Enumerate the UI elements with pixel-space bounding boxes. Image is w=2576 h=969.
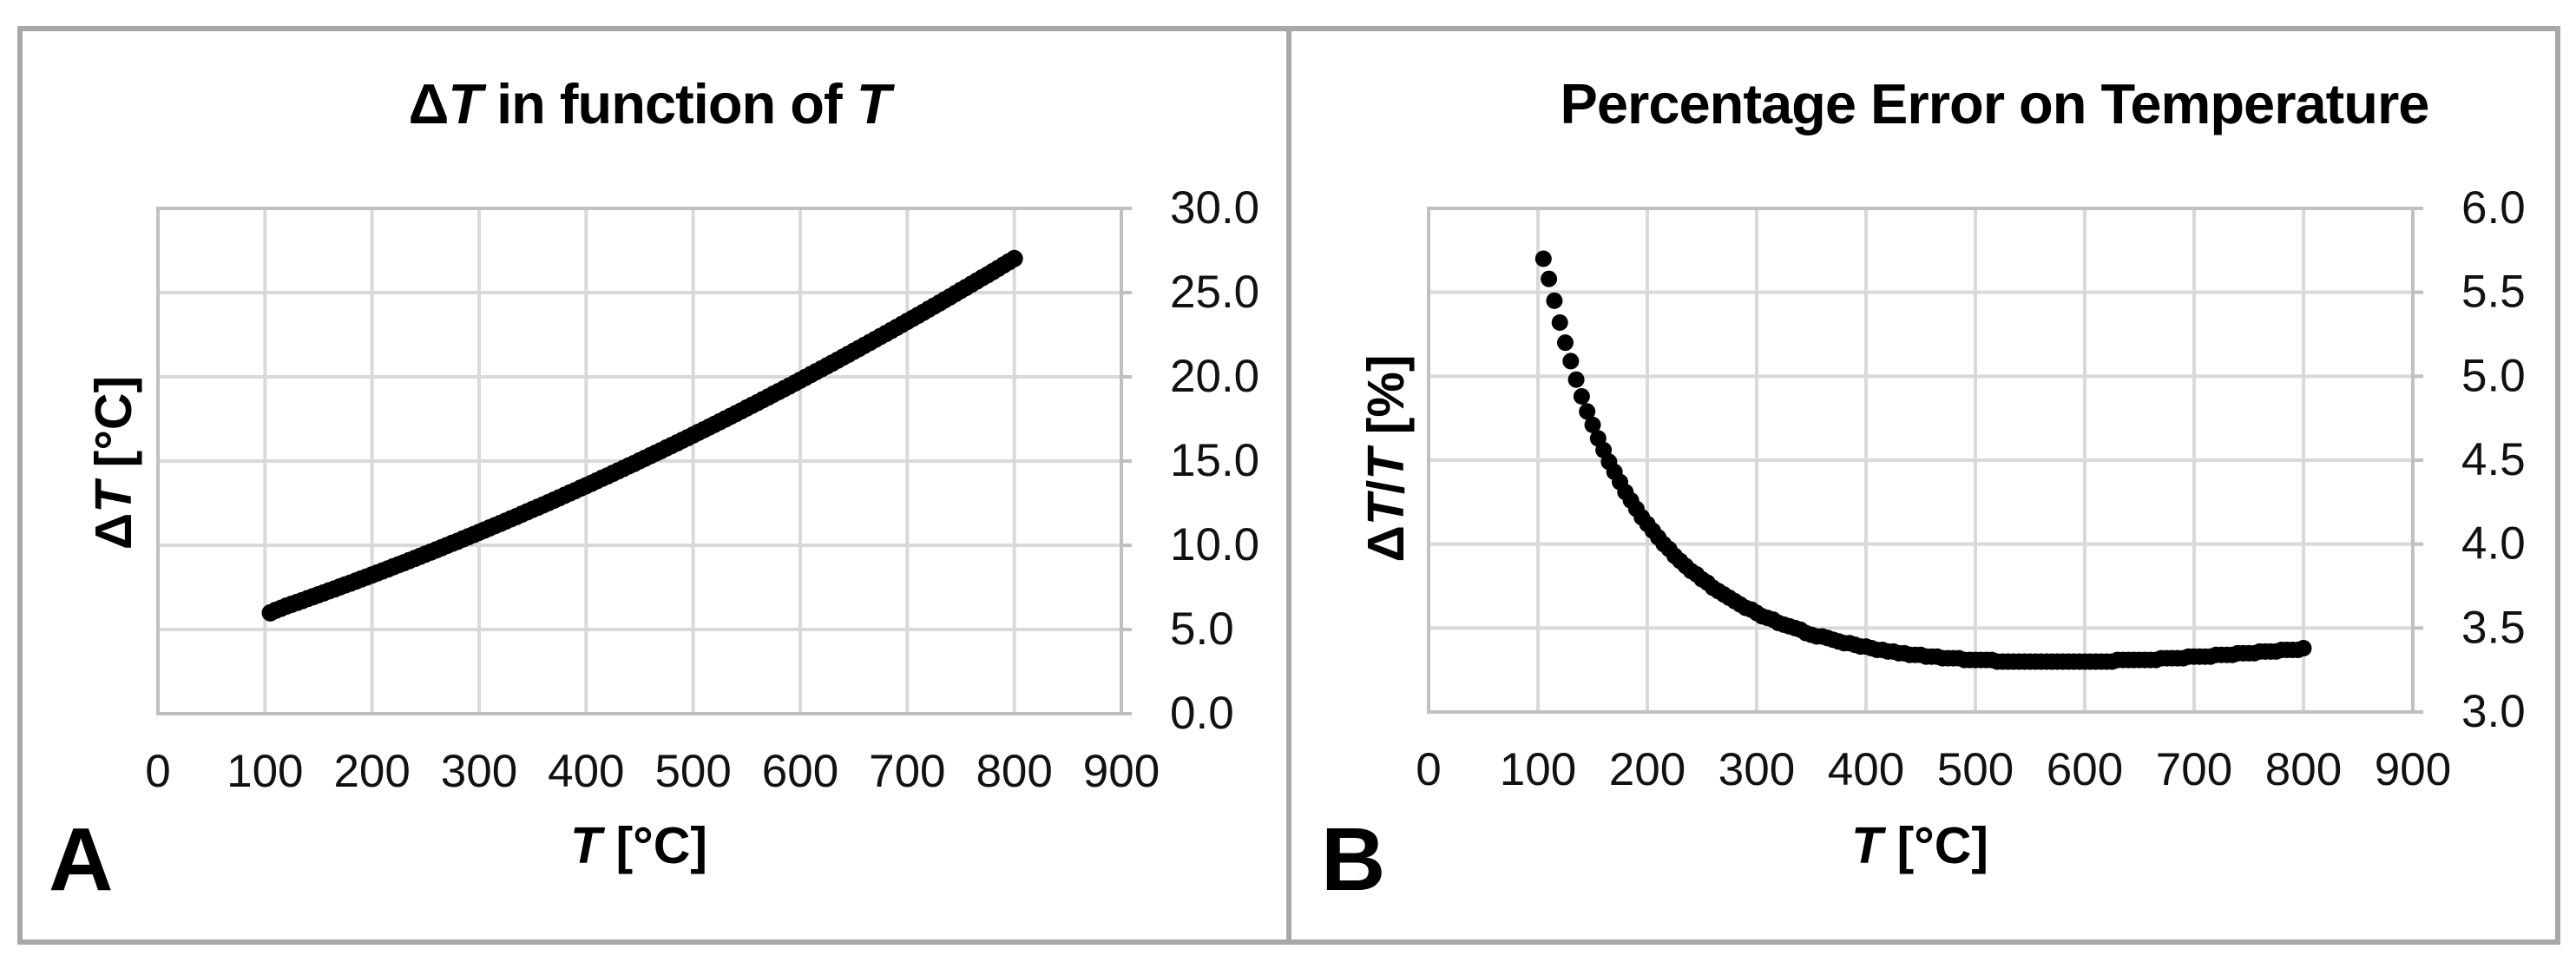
x-tick-label: 900 (1083, 746, 1160, 797)
panel-a-title: ΔT in function of T (408, 71, 891, 136)
title-segment: T (448, 72, 483, 135)
y-tick-label: 5.5 (2461, 267, 2526, 318)
x-tick-label: 500 (1937, 744, 2014, 795)
title-segment: [°C] (601, 817, 707, 874)
y-tick-label: 4.0 (2461, 518, 2526, 570)
title-segment: T (1357, 448, 1415, 480)
data-point (1562, 353, 1580, 370)
title-segment: [%] (1357, 354, 1415, 449)
title-segment: Δ (85, 512, 142, 550)
data-point (1567, 371, 1585, 388)
panel-b-title: Percentage Error on Temperature (1560, 71, 2430, 136)
x-tick-label: 100 (227, 746, 303, 797)
title-segment: [°C] (1883, 817, 1988, 874)
x-tick-label: 0 (1416, 744, 1441, 795)
y-tick-label: 5.0 (2461, 350, 2526, 401)
x-tick-label: 300 (1718, 744, 1795, 795)
x-tick-label: 700 (2156, 744, 2232, 795)
y-tick-label: 30.0 (1170, 182, 1259, 234)
data-point (1579, 403, 1596, 420)
y-tick-label: 0.0 (1170, 688, 1234, 739)
data-point (1551, 313, 1568, 331)
y-tick-label: 3.5 (2461, 602, 2526, 653)
y-tick-label: 3.0 (2461, 686, 2526, 737)
x-tick-label: 800 (976, 746, 1052, 797)
panel-a-y-axis-title: ΔT [°C] (84, 376, 143, 550)
panel-a-x-axis-title: T [°C] (570, 816, 707, 875)
data-point (1573, 388, 1590, 405)
title-segment: T (570, 817, 602, 874)
title-segment: in function of (482, 72, 857, 135)
panel-a-label: A (49, 809, 114, 909)
x-tick-label: 900 (2375, 744, 2451, 795)
x-tick-label: 400 (548, 746, 624, 797)
data-point (1534, 250, 1552, 267)
x-tick-label: 600 (2047, 744, 2123, 795)
x-tick-label: 100 (1500, 744, 1576, 795)
panel-divider (1286, 26, 1291, 945)
y-tick-label: 25.0 (1170, 267, 1259, 318)
title-segment: T (856, 72, 891, 135)
data-point (2295, 640, 2312, 657)
scatter-series (1534, 250, 2312, 670)
y-tick-label: 5.0 (1170, 603, 1234, 655)
x-tick-label: 200 (333, 746, 410, 797)
y-tick-label: 20.0 (1170, 351, 1259, 402)
x-tick-label: 200 (1609, 744, 1686, 795)
data-point (1557, 334, 1574, 352)
title-segment: T (1851, 817, 1883, 874)
x-tick-label: 300 (441, 746, 517, 797)
title-segment: T (1357, 494, 1415, 526)
x-tick-label: 800 (2265, 744, 2342, 795)
panel-b-label: B (1321, 809, 1386, 909)
x-tick-label: 400 (1828, 744, 1904, 795)
x-tick-label: 0 (145, 746, 170, 797)
y-tick-label: 6.0 (2461, 182, 2526, 234)
title-segment: [°C] (85, 375, 142, 482)
y-tick-label: 15.0 (1170, 435, 1259, 486)
title-segment: / (1357, 479, 1415, 495)
x-tick-label: 600 (762, 746, 838, 797)
y-tick-label: 10.0 (1170, 519, 1259, 570)
title-segment: T (85, 481, 142, 513)
data-point (1546, 292, 1563, 309)
title-segment: Percentage Error on Temperature (1560, 72, 2430, 135)
x-tick-label: 500 (654, 746, 731, 797)
scatter-series (261, 249, 1023, 622)
panel-b-x-axis-title: T [°C] (1851, 816, 1988, 875)
data-point (1541, 270, 1558, 287)
title-segment: Δ (408, 72, 450, 135)
data-point (1005, 249, 1023, 267)
x-tick-label: 700 (869, 746, 945, 797)
y-tick-label: 4.5 (2461, 434, 2526, 485)
title-segment: Δ (1357, 525, 1415, 563)
data-point (1584, 416, 1601, 433)
panel-b-y-axis-title: ΔT/T [%] (1357, 354, 1416, 562)
